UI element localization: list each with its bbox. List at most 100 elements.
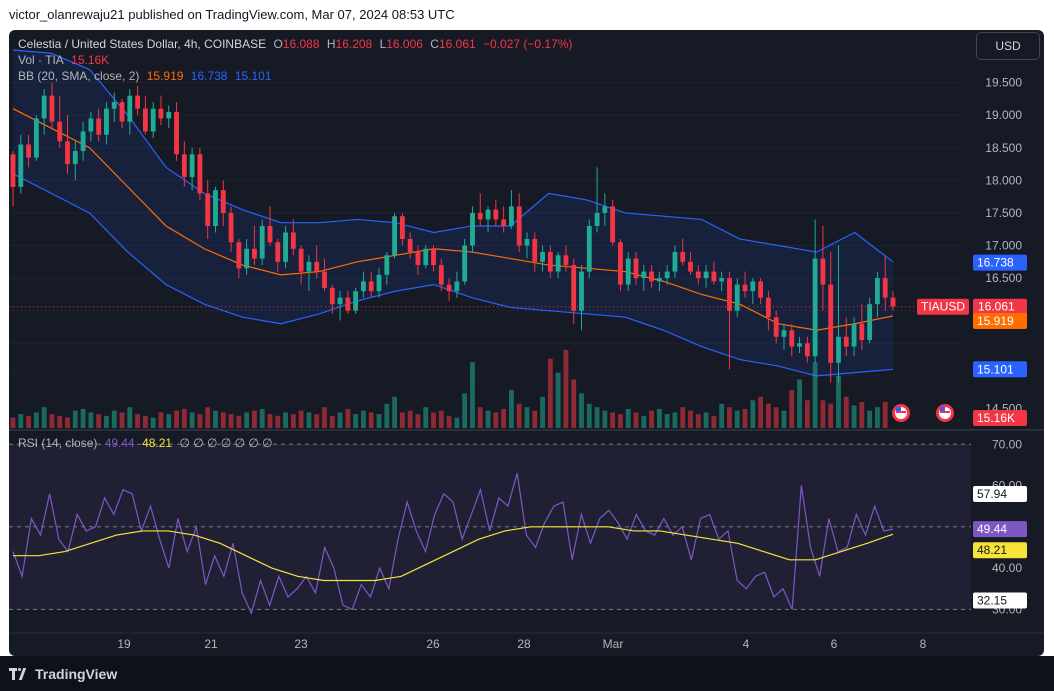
volume-bar	[649, 410, 654, 428]
rsi-ma-line	[13, 526, 894, 582]
rsi-ma-badge-bg	[973, 542, 1027, 559]
candle-body	[649, 271, 654, 282]
volume-bar	[524, 407, 530, 428]
candle-body	[361, 281, 366, 292]
candle-body	[765, 297, 771, 318]
volume-bar	[633, 412, 639, 428]
candle-body	[446, 284, 452, 292]
candle-body	[174, 111, 179, 155]
volume-bar	[259, 408, 265, 428]
candle-body	[711, 271, 717, 282]
candle-body	[477, 212, 483, 220]
candle-body	[329, 287, 335, 305]
tradingview-logo-icon	[9, 668, 29, 680]
bb-lower-value: 15.101	[234, 69, 272, 83]
volume-bar	[322, 407, 327, 428]
candle-body	[828, 284, 834, 363]
volume-bar	[150, 417, 156, 428]
volume-bar	[765, 403, 771, 428]
candle-body	[252, 248, 257, 259]
rsi-ma-badge: 48.21	[977, 543, 1007, 557]
rsi-legend[interactable]: RSI (14, close) 49.44 48.21 ∅ ∅ ∅ ∅ ∅ ∅ …	[18, 436, 277, 450]
candle-body	[431, 248, 436, 266]
candle-body	[454, 281, 460, 292]
candle-body	[376, 274, 382, 292]
publish-bar: victor_olanrewaju21 published on Trading…	[0, 0, 1054, 30]
candle-body	[641, 271, 647, 279]
volume-bar	[127, 407, 133, 428]
volume-bar	[135, 414, 141, 428]
volume-bar	[228, 414, 234, 428]
volume-bar	[205, 407, 211, 428]
price-axis-label: 18.500	[985, 141, 1022, 155]
tradingview-brand: TradingView	[35, 666, 118, 682]
volume-bar	[594, 407, 600, 428]
ticker-badge: TIAUSD	[921, 300, 965, 314]
candle-body	[306, 261, 312, 272]
tradingview-logo[interactable]: TradingView	[9, 666, 117, 682]
volume-bar	[361, 410, 366, 428]
price-axis-label: 16.500	[985, 271, 1022, 285]
currency-button[interactable]: USD	[976, 32, 1040, 60]
volume-bar	[423, 407, 429, 428]
symbol-title[interactable]: Celestia / United States Dollar, 4h, COI…	[18, 37, 267, 51]
rsi-low-badge: 32.15	[977, 593, 1007, 607]
volume-bar	[252, 410, 257, 428]
price-badge: 16.061	[978, 300, 1015, 314]
volume-bar	[734, 410, 740, 428]
bb-legend[interactable]: BB (20, SMA, close, 2) 15.919 16.738 15.…	[18, 69, 276, 83]
candle-body	[41, 95, 47, 119]
candle-body	[625, 258, 631, 285]
volume-bar	[711, 415, 717, 428]
volume-bar	[244, 412, 250, 428]
volume-bar	[836, 376, 841, 428]
candle-body	[57, 121, 63, 142]
candle-body	[127, 95, 133, 122]
price-axis-label: 17.000	[985, 239, 1022, 253]
time-axis-label: 26	[426, 637, 440, 651]
candle-body	[26, 144, 31, 158]
bb-middle-line	[12, 108, 894, 331]
volume-bar	[329, 415, 335, 428]
candle-body	[508, 206, 514, 226]
candle-body	[719, 278, 725, 282]
volume-bar	[407, 410, 413, 428]
candle-body	[571, 265, 577, 311]
volume-bar	[197, 414, 203, 428]
time-axis-label: 21	[204, 637, 218, 651]
candle-body	[727, 278, 732, 311]
volume-legend[interactable]: Vol · TIA 15.16K	[18, 53, 113, 67]
volume-bar	[867, 410, 873, 428]
candle-body	[524, 239, 530, 246]
volume-bar	[695, 414, 701, 428]
volume-bar	[298, 410, 304, 428]
candle-body	[49, 95, 55, 122]
candle-body	[859, 323, 865, 341]
candle-body	[688, 261, 693, 272]
volume-bar	[174, 410, 179, 428]
us-flag-icon-canton	[896, 407, 901, 411]
price-axis-label: 17.500	[985, 206, 1022, 220]
volume-bar	[571, 379, 577, 428]
us-flag-icon-stripe	[940, 411, 950, 413]
symbol-legend[interactable]: Celestia / United States Dollar, 4h, COI…	[18, 37, 576, 51]
bb-upper-badge: 16.738	[977, 256, 1014, 270]
publish-info: victor_olanrewaju21 published on Trading…	[9, 7, 455, 22]
rsi-line	[12, 472, 894, 616]
volume-bar	[65, 417, 70, 428]
volume-badge-bg	[973, 410, 1027, 426]
candle-body	[10, 154, 16, 187]
volume-bar	[275, 415, 281, 428]
volume-bar	[742, 408, 748, 428]
volume-bar	[727, 407, 732, 428]
candle-body	[399, 216, 405, 239]
volume-bar	[290, 414, 296, 428]
candle-body	[33, 118, 39, 158]
high-label: H	[326, 37, 336, 51]
chart-canvas[interactable]: 14.50016.50017.00017.50018.00018.50019.0…	[9, 30, 1044, 656]
volume-bar	[431, 412, 436, 428]
volume-bar	[781, 410, 787, 428]
rsi-label: RSI (14, close)	[18, 436, 98, 450]
chart-frame[interactable]: 14.500 16.500 17.000 17.500 18.000 18.500 19.0…	[9, 30, 1044, 656]
price-axis-label: 19.500	[985, 76, 1022, 90]
